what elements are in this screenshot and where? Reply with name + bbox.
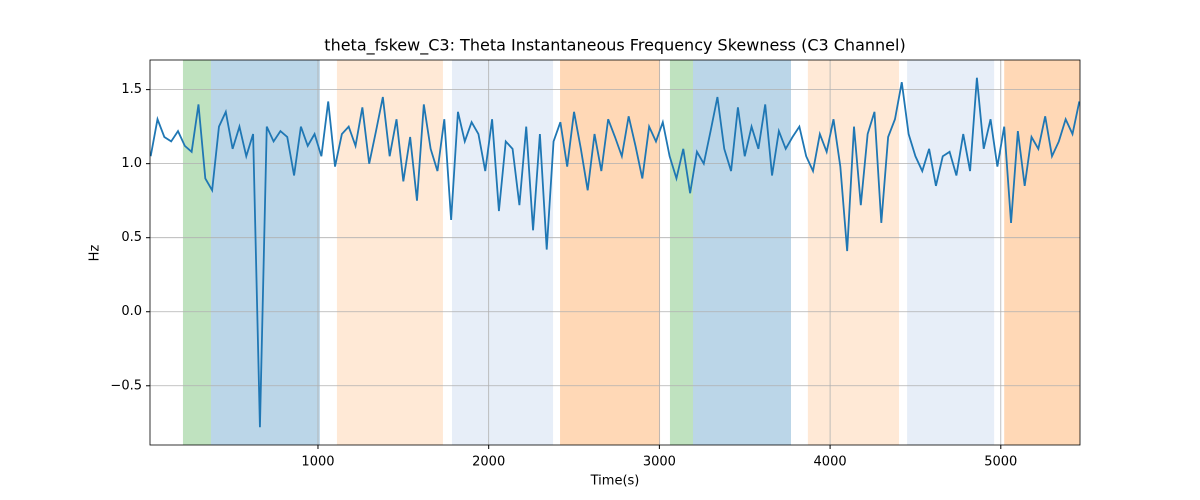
y-tick-label: 1.5	[121, 82, 142, 97]
x-axis-label: Time(s)	[590, 474, 640, 489]
shaded-span	[182, 60, 211, 445]
x-tick-label: 1000	[301, 455, 334, 470]
y-axis-label: Hz	[88, 245, 103, 262]
x-tick-label: 3000	[643, 455, 676, 470]
shaded-span	[336, 60, 443, 445]
y-tick-label: 1.0	[121, 156, 142, 171]
shaded-span	[693, 60, 791, 445]
shaded-span	[451, 60, 554, 445]
x-tick-label: 4000	[814, 455, 847, 470]
x-tick-label: 5000	[984, 455, 1017, 470]
plot-frame	[149, 59, 1081, 446]
shaded-span	[210, 60, 320, 445]
chart-title: theta_fskew_C3: Theta Instantaneous Freq…	[324, 36, 905, 56]
shaded-span	[1004, 60, 1080, 445]
shaded-span	[807, 60, 900, 445]
shaded-span	[907, 60, 995, 445]
y-tick-label: 0.5	[121, 230, 142, 245]
data-line	[150, 77, 1080, 428]
y-tick-label: −0.5	[110, 378, 142, 393]
shaded-span	[669, 60, 694, 445]
x-tick-label: 2000	[472, 455, 505, 470]
y-tick-label: 0.0	[121, 304, 142, 319]
